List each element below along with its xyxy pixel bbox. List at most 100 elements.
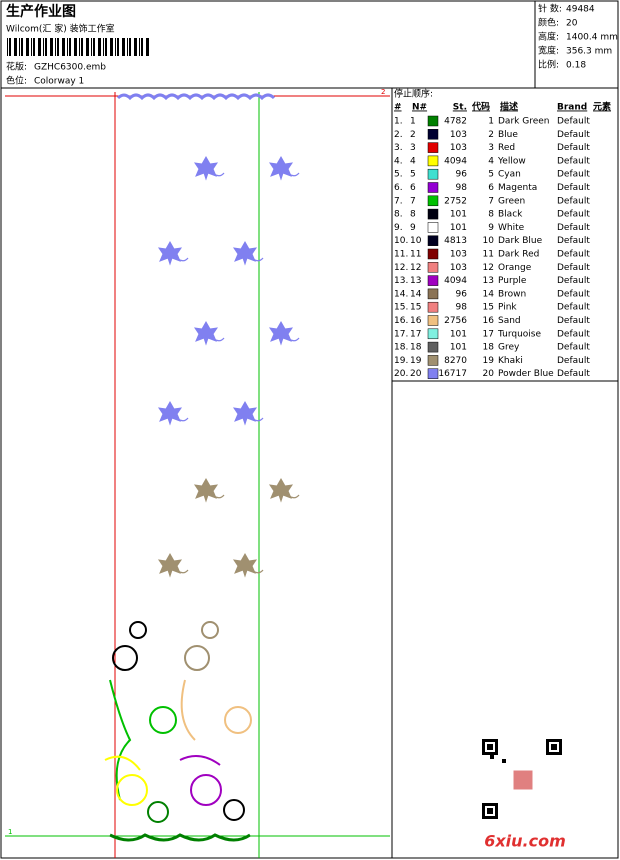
cell: 13. bbox=[394, 276, 408, 286]
bar bbox=[67, 38, 68, 56]
cell: 4 bbox=[410, 156, 416, 166]
cell: 10 bbox=[410, 236, 422, 246]
cell: 2752 bbox=[444, 196, 467, 206]
cell: Dark Blue bbox=[498, 236, 543, 246]
bar bbox=[129, 38, 131, 56]
swatch bbox=[427, 275, 439, 286]
cell: 103 bbox=[450, 143, 467, 153]
bar bbox=[86, 38, 89, 56]
cell: 2 bbox=[488, 130, 494, 140]
cell: Default bbox=[557, 210, 590, 220]
cell: Green bbox=[498, 196, 525, 206]
cell: Default bbox=[557, 183, 590, 193]
bar bbox=[43, 38, 44, 56]
bar bbox=[21, 38, 23, 56]
cell: 13 bbox=[483, 276, 494, 286]
bar bbox=[127, 38, 128, 56]
bar bbox=[115, 38, 116, 56]
swatch bbox=[427, 328, 439, 340]
cell: Default bbox=[557, 250, 590, 260]
qr-logo bbox=[512, 769, 534, 791]
stat-value: 20 bbox=[566, 19, 578, 29]
bar bbox=[26, 38, 29, 56]
bar bbox=[103, 38, 104, 56]
cell: 14. bbox=[394, 289, 408, 299]
cell: 16717 bbox=[438, 369, 467, 379]
cell: 11. bbox=[394, 250, 408, 260]
cell: Purple bbox=[498, 276, 527, 286]
column-header: Brand bbox=[557, 103, 587, 113]
cell: Cyan bbox=[498, 170, 521, 180]
column-header: 代码 bbox=[471, 101, 490, 113]
cell: 4 bbox=[488, 156, 494, 166]
cell: Default bbox=[557, 316, 590, 326]
cell: 11 bbox=[483, 250, 494, 260]
qr-code bbox=[482, 739, 562, 819]
cell: 14 bbox=[483, 289, 495, 299]
bar bbox=[93, 38, 95, 56]
bar bbox=[33, 38, 35, 56]
cell: 101 bbox=[450, 329, 467, 339]
bar bbox=[9, 38, 11, 56]
cell: 13 bbox=[410, 276, 421, 286]
cell: Default bbox=[557, 170, 590, 180]
cell: 18 bbox=[483, 343, 495, 353]
cell: 4813 bbox=[444, 236, 467, 246]
cell: 6. bbox=[394, 183, 403, 193]
cell: 17. bbox=[394, 329, 408, 339]
cell: 98 bbox=[456, 183, 468, 193]
barcode bbox=[7, 38, 149, 56]
cell: 1. bbox=[394, 117, 403, 127]
cell: 9 bbox=[410, 223, 416, 233]
bar bbox=[55, 38, 56, 56]
stat-label: 宽度: bbox=[538, 45, 559, 57]
cell: Dark Red bbox=[498, 250, 539, 260]
stat-label: 高度: bbox=[538, 31, 559, 43]
cell: 7 bbox=[410, 196, 416, 206]
cell: Red bbox=[498, 143, 515, 153]
cell: 8 bbox=[410, 210, 416, 220]
swatch bbox=[427, 288, 439, 300]
motifs bbox=[158, 478, 300, 577]
cell: 16 bbox=[410, 316, 422, 326]
cell: 7 bbox=[488, 196, 494, 206]
cell: 9 bbox=[488, 223, 494, 233]
cell: Powder Blue bbox=[498, 369, 554, 379]
cell: 4782 bbox=[444, 117, 467, 127]
cell: 96 bbox=[456, 170, 468, 180]
bar bbox=[81, 38, 83, 56]
swatch bbox=[427, 129, 439, 140]
cell: Default bbox=[557, 356, 590, 366]
column-header: N# bbox=[412, 103, 427, 113]
cell: 1 bbox=[488, 117, 494, 127]
cell: 20. bbox=[394, 369, 408, 379]
cell: 15. bbox=[394, 303, 408, 313]
cell: Default bbox=[557, 143, 590, 153]
cell: 18 bbox=[410, 343, 422, 353]
cell: Default bbox=[557, 276, 590, 286]
studio: Wilcom(汇 家) 装饰工作室 bbox=[6, 23, 115, 35]
cell: 5 bbox=[410, 170, 416, 180]
cell: Default bbox=[557, 303, 590, 313]
swatch bbox=[427, 115, 439, 127]
swatch bbox=[427, 208, 439, 220]
marker: 1 bbox=[8, 828, 12, 836]
border-motif bbox=[116, 93, 276, 101]
cell: Dark Green bbox=[498, 117, 549, 127]
title: 生产作业图 bbox=[6, 3, 76, 20]
watermark: 6xiu.com bbox=[484, 832, 566, 851]
motifs bbox=[158, 156, 300, 425]
cell: Default bbox=[557, 263, 590, 273]
cell: 96 bbox=[456, 289, 468, 299]
bar bbox=[117, 38, 119, 56]
bar bbox=[19, 38, 20, 56]
cell: Khaki bbox=[498, 356, 523, 366]
stat-value: 1400.4 mm bbox=[566, 33, 618, 43]
cell: 19 bbox=[410, 356, 422, 366]
cell: Default bbox=[557, 196, 590, 206]
column-header: 元素 bbox=[593, 101, 611, 113]
cell: 5. bbox=[394, 170, 403, 180]
swatch bbox=[427, 301, 439, 313]
column-header: 描述 bbox=[500, 101, 518, 113]
cell: 103 bbox=[450, 250, 467, 260]
